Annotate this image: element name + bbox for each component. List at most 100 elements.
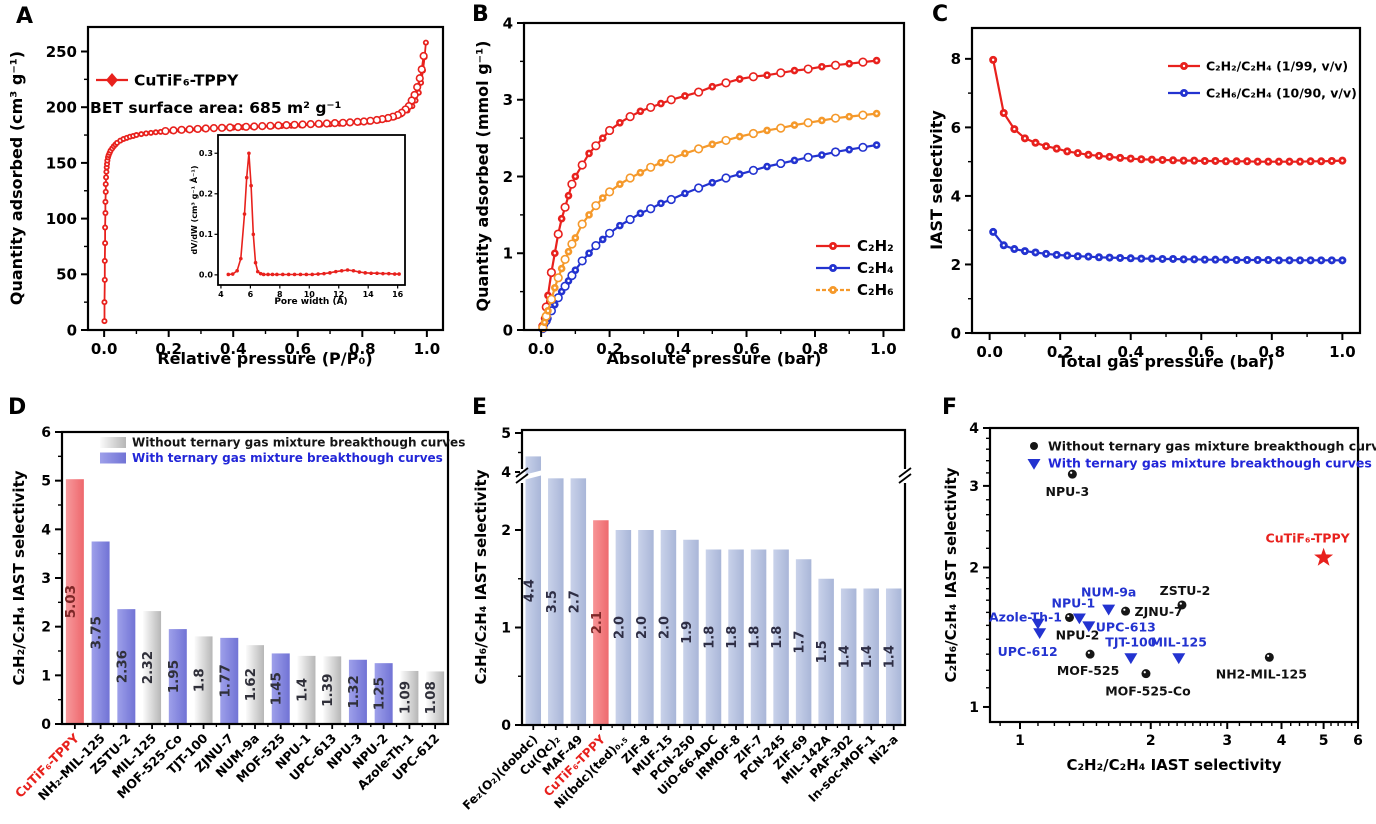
marker-center — [820, 153, 824, 157]
bar-value: 1.95 — [166, 660, 182, 693]
bar-value: 5.03 — [63, 585, 79, 618]
marker-center — [1224, 160, 1228, 163]
panel-b-chart: 0.0 0.2 0.4 0.6 0.8 1.0 0 1 2 3 4 Absolute pressure… — [473, 14, 906, 368]
panel-f-x-axis-title: C₂H₂/C₂H₄ IAST selectivity — [1066, 756, 1281, 774]
axis-break-slash — [898, 473, 912, 484]
marker-center — [738, 135, 741, 138]
marker-center — [1267, 258, 1270, 262]
point-label: NUM-9a — [1081, 585, 1136, 600]
series-c2h6 — [538, 109, 881, 333]
y-tick-label: 2 — [951, 256, 961, 274]
marker-open — [625, 112, 635, 122]
x-tick-label: 4 — [1277, 733, 1287, 749]
marker-open — [577, 256, 587, 266]
marker-center — [1182, 64, 1186, 68]
marker-highlight — [1143, 671, 1146, 674]
y-tick-label: 2 — [969, 561, 979, 577]
bar-value: 1.32 — [346, 675, 362, 708]
inset-marker — [247, 151, 251, 156]
bar-NPU-3 — [348, 659, 367, 724]
bar-Ni(bdc)(ted)₀.₅ — [615, 530, 632, 725]
marker-center — [1288, 259, 1291, 262]
bar-CuTiF₆-TPPY — [65, 479, 84, 724]
inset-marker — [251, 232, 256, 237]
y-tick-label: 3 — [503, 91, 513, 109]
bar-Azole-Th-1 — [400, 670, 419, 724]
point-NUM-9a: NUM-9a — [1081, 585, 1136, 616]
marker-center — [765, 73, 769, 77]
panel-a-legend: CuTiF₆-TPPY — [96, 72, 239, 90]
inset-marker — [226, 272, 231, 277]
marker-center — [793, 69, 796, 72]
marker-center — [1055, 253, 1058, 257]
circle-marker — [1177, 600, 1187, 610]
marker-open — [225, 123, 235, 132]
triangle-marker — [1027, 459, 1041, 470]
marker-center — [1108, 155, 1111, 159]
point-UPC-612: UPC-612 — [998, 628, 1058, 659]
panel-f-y-axis-title: C₂H₆/C₂H₄ IAST selectivity — [942, 467, 960, 682]
inset-marker — [381, 271, 385, 276]
series-n2-desorption — [161, 51, 428, 136]
bar-value: 1.8 — [770, 626, 785, 649]
marker-center — [105, 170, 108, 174]
point-TJT-100: TJT-100 — [1105, 634, 1157, 665]
marker-center — [793, 123, 796, 127]
marker-center — [1150, 158, 1154, 161]
marker-open — [322, 119, 331, 128]
marker-center — [587, 152, 591, 155]
point-label: NH2-MIL-125 — [1216, 666, 1307, 681]
circle-marker — [1264, 652, 1274, 662]
bar-NUM-9a — [246, 645, 264, 724]
inset-marker — [270, 272, 275, 277]
marker-open — [282, 121, 291, 130]
marker-open — [646, 204, 656, 214]
marker-open — [858, 57, 868, 67]
y-tick-label: 1 — [503, 245, 513, 263]
marker-open — [577, 219, 587, 229]
marker-center — [1161, 257, 1164, 261]
marker-center — [639, 110, 642, 113]
y-tick-label: 0 — [501, 718, 511, 734]
point-NPU-3: NPU-3 — [1046, 469, 1089, 499]
panel-f-chart: 1 2 3 4 5 6 1 2 3 4 NPU-3 ZSTU-2 ZJNU-7 NPU-2 MOF-525 M… — [942, 421, 1376, 774]
marker-center — [659, 202, 663, 205]
point-label: TJT-100 — [1105, 634, 1156, 649]
marker-center — [711, 85, 714, 88]
marker-center — [1129, 157, 1132, 160]
series-c2h6-c2h4-selectivity — [989, 227, 1347, 265]
axis-break-slash — [898, 467, 912, 478]
marker-open — [415, 74, 424, 83]
panel-a-y-axis-title: Quantity adsorbed (cm³ g⁻¹) — [7, 51, 26, 305]
marker-open — [776, 158, 786, 169]
marker-center — [154, 131, 157, 134]
point-label: UPC-612 — [998, 644, 1058, 659]
triangle-marker — [1102, 604, 1116, 616]
marker-center — [104, 200, 107, 204]
point-label: ZJNU-7 — [1135, 604, 1183, 619]
bar-PCN-245 — [773, 549, 789, 725]
marker-center — [1214, 258, 1217, 261]
marker-center — [103, 226, 107, 229]
bar-PCN-250 — [683, 539, 699, 725]
marker-open — [567, 239, 577, 249]
series-line — [992, 59, 1343, 163]
y-tick-label: 6 — [951, 119, 961, 137]
marker-center — [104, 176, 108, 179]
marker-center — [553, 303, 557, 306]
circle-marker — [1141, 669, 1151, 679]
inset-marker — [304, 272, 309, 277]
y-tick-label: 5 — [501, 426, 511, 442]
panel-d-legend: Without ternary gas mixture breakthough … — [100, 436, 465, 465]
panel-e-y-axis-title: C₂H₆/C₂H₄ IAST selectivity — [472, 469, 490, 684]
y-tick-label: 1 — [501, 621, 511, 637]
series-c2h4 — [538, 141, 881, 334]
x-tick-label: 0.6 — [284, 340, 311, 358]
inset-line — [228, 153, 400, 276]
bar-value: 1.4 — [860, 645, 875, 668]
marker-center — [1245, 258, 1249, 262]
marker-center — [103, 319, 106, 323]
marker-center — [1330, 259, 1333, 262]
y-tick-label: 6 — [41, 425, 51, 441]
marker-center — [115, 141, 119, 145]
